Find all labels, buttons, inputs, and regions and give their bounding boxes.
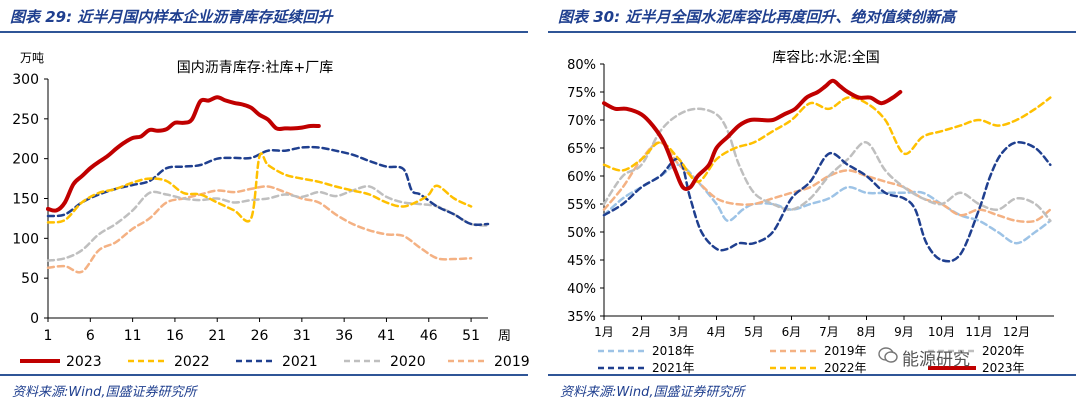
legend-label-2020: 2020	[390, 354, 426, 370]
y-tick-label: 50%	[567, 226, 596, 241]
series-line-2023	[46, 95, 321, 213]
x-tick-label: 12月	[1003, 325, 1030, 339]
legend-label-2022年: 2022年	[824, 361, 867, 374]
y-tick-label: 0	[30, 311, 39, 327]
y-tick-label: 65%	[567, 142, 596, 157]
left-source-rule	[0, 374, 528, 376]
y-tick-label: 50	[21, 271, 39, 287]
y-tick-label: 250	[12, 112, 39, 128]
x-tick-label: 46	[420, 328, 438, 344]
x-tick-label: 21	[208, 328, 226, 344]
left-source-note: 资料来源:Wind,国盛证券研究所	[12, 385, 197, 400]
y-tick-label: 40%	[567, 282, 596, 297]
x-tick-label: 8月	[857, 325, 877, 339]
series-line-2021年	[602, 140, 1052, 263]
chart-title: 库容比:水泥:全国	[772, 49, 879, 66]
x-tick-label: 9月	[894, 325, 914, 339]
legend-label-2022: 2022	[174, 354, 210, 370]
legend-label-2019: 2019	[494, 354, 530, 370]
series-line-2020年	[602, 107, 1052, 223]
x-tick-label: 5月	[744, 325, 764, 339]
y-tick-label: 55%	[567, 198, 596, 213]
watermark-text: 能源研究	[902, 350, 970, 370]
x-tick-label: 2月	[632, 325, 652, 339]
series-line-2022年	[602, 96, 1052, 183]
y-tick-label: 75%	[567, 86, 596, 101]
x-axis-label: 周	[498, 329, 511, 344]
x-tick-label: 1	[44, 328, 53, 344]
y-tick-label: 45%	[567, 254, 596, 269]
y-tick-label: 80%	[567, 58, 596, 73]
x-tick-label: 1月	[594, 325, 614, 339]
legend-label-2021年: 2021年	[652, 361, 695, 374]
y-axis-unit-label: 万吨	[20, 51, 44, 65]
x-tick-label: 51	[462, 328, 480, 344]
y-tick-label: 35%	[567, 310, 596, 325]
right-figure-title: 图表 30: 近半月全国水泥库容比再度回升、绝对值续创新高	[558, 8, 956, 26]
x-tick-label: 11	[124, 328, 142, 344]
right-figure-panel: 图表 30: 近半月全国水泥库容比再度回升、绝对值续创新高 35% 40% 45% 5…	[548, 0, 1080, 407]
series-line-2019年	[602, 141, 1052, 224]
x-tick-label: 6月	[782, 325, 802, 339]
right-source-rule	[548, 374, 1076, 376]
left-title-rule	[0, 31, 528, 33]
y-tick-label: 100	[12, 231, 39, 247]
x-tick-label: 36	[335, 328, 353, 344]
x-tick-label: 3月	[669, 325, 689, 339]
x-tick-label: 41	[378, 328, 396, 344]
series-line-2019	[46, 185, 473, 274]
x-tick-label: 31	[293, 328, 311, 344]
x-tick-label: 16	[166, 328, 184, 344]
legend-label-2019年: 2019年	[824, 344, 867, 358]
chart-title: 国内沥青库存:社库+厂库	[177, 60, 333, 76]
y-tick-label: 70%	[567, 114, 596, 129]
legend-label-2023年: 2023年	[982, 361, 1025, 374]
legend-label-2020年: 2020年	[982, 344, 1025, 358]
wechat-icon	[878, 347, 898, 363]
series-line-2021	[46, 145, 490, 226]
y-tick-label: 300	[12, 72, 39, 88]
legend-label-2021: 2021	[282, 354, 318, 370]
y-tick-label: 60%	[567, 170, 596, 185]
x-tick-label: 6	[86, 328, 95, 344]
x-tick-label: 11月	[965, 325, 992, 339]
right-title-rule	[548, 31, 1076, 33]
right-source-note: 资料来源:Wind,国盛证券研究所	[560, 385, 745, 400]
left-figure-panel: 图表 29: 近半月国内样本企业沥青库存延续回升 0 50 100 150 200 250…	[0, 0, 532, 407]
x-tick-label: 10月	[928, 325, 955, 339]
series-line-2022	[46, 152, 473, 224]
x-tick-label: 7月	[819, 325, 839, 339]
y-tick-label: 200	[12, 152, 39, 168]
x-tick-label: 4月	[707, 325, 727, 339]
x-tick-label: 26	[251, 328, 269, 344]
cement-storage-ratio-chart: 35% 40% 45% 50% 55% 60% 65% 70% 75% 80% 1月 2月 3月 4月 5月…	[567, 49, 1054, 374]
legend-label-2023: 2023	[66, 354, 102, 370]
legend-label-2018年: 2018年	[652, 344, 695, 358]
y-tick-label: 150	[12, 192, 39, 208]
series-line-2023年	[602, 78, 903, 191]
left-figure-title: 图表 29: 近半月国内样本企业沥青库存延续回升	[10, 8, 333, 26]
